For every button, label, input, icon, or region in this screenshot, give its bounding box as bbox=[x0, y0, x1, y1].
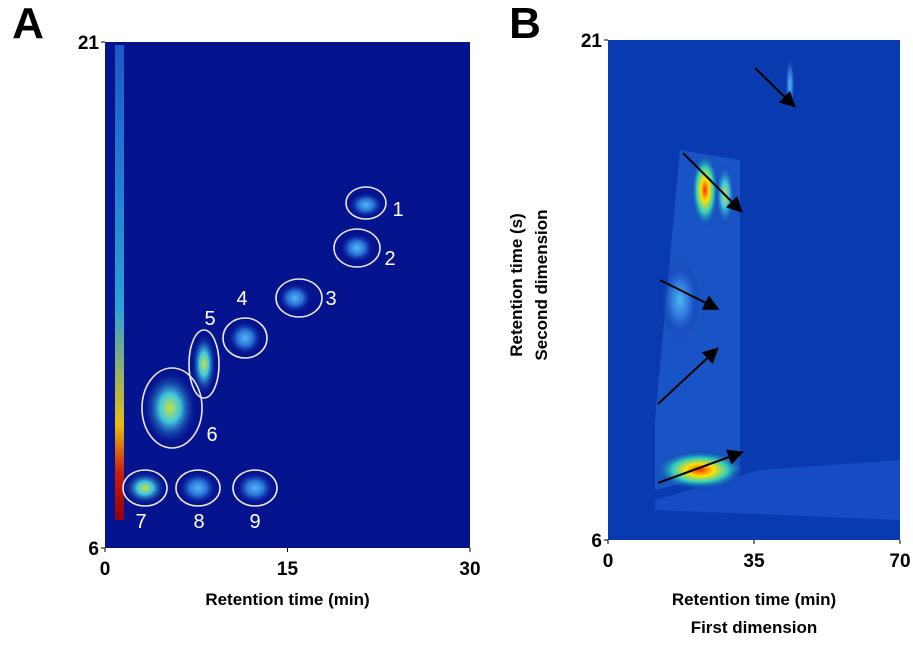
y-axis-label: Second dimension bbox=[532, 209, 551, 360]
x-axis-label: First dimension bbox=[691, 618, 818, 637]
peak-label: 5 bbox=[204, 308, 215, 330]
y-tick-label: 21 bbox=[78, 33, 100, 54]
peak-label: 4 bbox=[236, 288, 247, 310]
peak-blob bbox=[691, 152, 719, 228]
bleed-band bbox=[655, 460, 900, 520]
peak-blob bbox=[785, 55, 795, 115]
panel-a-plot bbox=[105, 42, 470, 548]
x-tick-label: 0 bbox=[100, 559, 111, 580]
y-axis-label: Retention time (s) bbox=[507, 213, 526, 357]
x-tick-label: 30 bbox=[459, 559, 480, 580]
peak-label: 7 bbox=[135, 511, 146, 533]
panel-label: B bbox=[509, 0, 541, 48]
peak-label: 6 bbox=[206, 424, 217, 446]
y-tick-label: 21 bbox=[581, 31, 603, 52]
peak-label: 9 bbox=[249, 511, 260, 533]
x-axis-label: Retention time (min) bbox=[205, 590, 369, 609]
peak-label: 3 bbox=[325, 288, 336, 310]
peak-blob bbox=[125, 472, 165, 504]
solvent-streak bbox=[115, 45, 124, 520]
peak-label: 1 bbox=[392, 199, 403, 221]
peak-blob bbox=[660, 260, 700, 340]
peak-blob bbox=[237, 473, 273, 503]
x-tick-label: 35 bbox=[743, 551, 765, 572]
peak-label: 8 bbox=[193, 511, 204, 533]
peak-blob bbox=[350, 193, 382, 217]
peak-blob bbox=[180, 473, 216, 503]
peak-blob bbox=[144, 372, 196, 444]
panel-b-plot bbox=[608, 40, 900, 540]
peak-circles bbox=[122, 186, 387, 507]
arrows bbox=[657, 67, 796, 484]
x-axis-label: Retention time (min) bbox=[672, 590, 836, 609]
peak-blob bbox=[229, 322, 261, 354]
peak-blob bbox=[341, 234, 373, 262]
panel-label: A bbox=[12, 0, 44, 48]
y-tick-label: 6 bbox=[88, 539, 99, 560]
peak-blob bbox=[279, 284, 311, 312]
x-tick-label: 0 bbox=[603, 551, 614, 572]
y-tick-label: 6 bbox=[591, 531, 602, 552]
x-tick-label: 70 bbox=[889, 551, 910, 572]
x-tick-label: 15 bbox=[277, 559, 299, 580]
peak-blob bbox=[192, 334, 216, 394]
broad-region bbox=[655, 150, 740, 490]
labels: A 0 15 30 6 21 Retention time (min) 1 2 3 45 6 7 8 9 B 0… bbox=[12, 0, 910, 637]
peak-label: 2 bbox=[384, 248, 395, 270]
